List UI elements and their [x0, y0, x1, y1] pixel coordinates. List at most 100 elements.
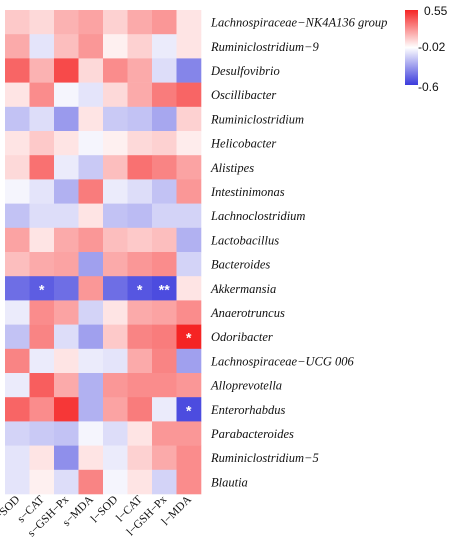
row-label: Ruminiclostridium−9 — [210, 40, 319, 54]
heatmap-cell — [152, 34, 177, 59]
column-label: l−SOD — [89, 494, 121, 526]
heatmap-cell — [103, 397, 128, 422]
heatmap-cell — [127, 469, 153, 495]
heatmap-cell — [5, 227, 30, 253]
row-label: Alistipes — [210, 161, 254, 175]
heatmap-cell — [127, 276, 153, 301]
heatmap-cell — [29, 34, 55, 59]
heatmap-cell — [127, 300, 153, 325]
legend-tick-min: -0.6 — [418, 80, 439, 94]
heatmap-cell — [78, 58, 104, 83]
heatmap-cell — [54, 300, 79, 325]
heatmap-cell — [5, 252, 30, 277]
heatmap-cell — [176, 82, 202, 108]
heatmap-cell — [29, 227, 55, 253]
heatmap-cell — [152, 131, 177, 156]
heatmap-cell — [5, 58, 30, 83]
heatmap-cell — [78, 469, 104, 495]
heatmap-cell — [152, 373, 177, 398]
heatmap-cell — [54, 252, 79, 277]
heatmap-cell — [78, 421, 104, 446]
heatmap-cell — [152, 324, 177, 350]
heatmap-cell — [176, 34, 202, 59]
heatmap-cell — [127, 227, 153, 253]
heatmap-cell — [54, 179, 79, 204]
heatmap-cell — [54, 421, 79, 446]
heatmap-cell — [176, 469, 202, 495]
heatmap-cell — [103, 469, 128, 495]
significance-star: * — [137, 281, 143, 297]
heatmap-cell — [127, 155, 153, 180]
heatmap-cell — [152, 82, 177, 108]
heatmap-cell — [127, 106, 153, 132]
heatmap-cell — [176, 373, 202, 398]
heatmap-cell — [54, 445, 79, 471]
row-label: Bacteroides — [211, 258, 270, 272]
heatmap-cell — [78, 252, 104, 277]
heatmap-cell — [176, 324, 202, 350]
heatmap-cell — [78, 397, 104, 422]
heatmap-cell — [103, 106, 128, 132]
row-labels: Lachnospiraceae−NK4A136 group Ruminiclost… — [210, 16, 387, 490]
legend-tick-mid: -0.02 — [418, 40, 446, 54]
heatmap-cell — [152, 227, 177, 253]
heatmap-cell — [176, 131, 202, 156]
heatmap-cell — [29, 348, 55, 374]
heatmap-cell — [5, 445, 30, 471]
heatmap-cell — [127, 252, 153, 277]
heatmap-cell — [176, 348, 202, 374]
heatmap-cell — [78, 348, 104, 374]
row-label: Oscillibacter — [211, 88, 276, 102]
heatmap-cell — [176, 252, 202, 277]
row-label: Alloprevotella — [210, 379, 282, 393]
heatmap-cell — [29, 155, 55, 180]
heatmap-cell — [127, 348, 153, 374]
heatmap-cell — [78, 82, 104, 108]
heatmap-cell — [54, 203, 79, 229]
heatmap-cell — [29, 397, 55, 422]
heatmap-cell — [176, 203, 202, 229]
heatmap-cell — [152, 300, 177, 325]
heatmap-cell — [5, 348, 30, 374]
heatmap-cell — [152, 10, 177, 35]
heatmap-cell — [152, 252, 177, 277]
heatmap-cell — [127, 58, 153, 83]
heatmap-cell — [152, 276, 177, 301]
heatmap-cell — [127, 82, 153, 108]
color-legend: 0.55 -0.02 -0.6 — [405, 4, 448, 94]
row-label: Enterorhabdus — [210, 403, 285, 417]
row-label: Intestinimonas — [210, 185, 285, 199]
heatmap-cell — [127, 203, 153, 229]
heatmap-cell — [5, 276, 30, 301]
heatmap-cell — [29, 469, 55, 495]
heatmap-cell — [78, 34, 104, 59]
heatmap-cell — [152, 106, 177, 132]
heatmap-cell — [5, 34, 30, 59]
heatmap-cell — [103, 373, 128, 398]
row-label: Blautia — [211, 475, 248, 489]
heatmap-cell — [103, 227, 128, 253]
heatmap-cell — [176, 10, 202, 35]
heatmap-cell — [152, 397, 177, 422]
heatmap-cell — [29, 324, 55, 350]
heatmap-cell — [54, 82, 79, 108]
row-label: Lachnospiraceae−UCG 006 — [210, 354, 355, 368]
row-label: Odoribacter — [211, 330, 273, 344]
heatmap-cell — [78, 10, 104, 35]
heatmap-cell — [78, 300, 104, 325]
heatmap-cell — [103, 58, 128, 83]
heatmap-cell — [127, 10, 153, 35]
heatmap-cell — [127, 131, 153, 156]
heatmap-cell — [103, 34, 128, 59]
heatmap-cell — [5, 324, 30, 350]
significance-markers: * * **** — [39, 281, 192, 418]
heatmap-cell — [152, 469, 177, 495]
heatmap-cell — [29, 203, 55, 229]
heatmap-cell — [127, 397, 153, 422]
heatmap-cell — [54, 348, 79, 374]
heatmap-cell — [127, 324, 153, 350]
heatmap-cell — [152, 179, 177, 204]
column-labels: s−SODs−CATs−GSH−Pxs−MDAl−SODl−CATl−GSH−P… — [0, 493, 194, 539]
heatmap-cell — [152, 348, 177, 374]
